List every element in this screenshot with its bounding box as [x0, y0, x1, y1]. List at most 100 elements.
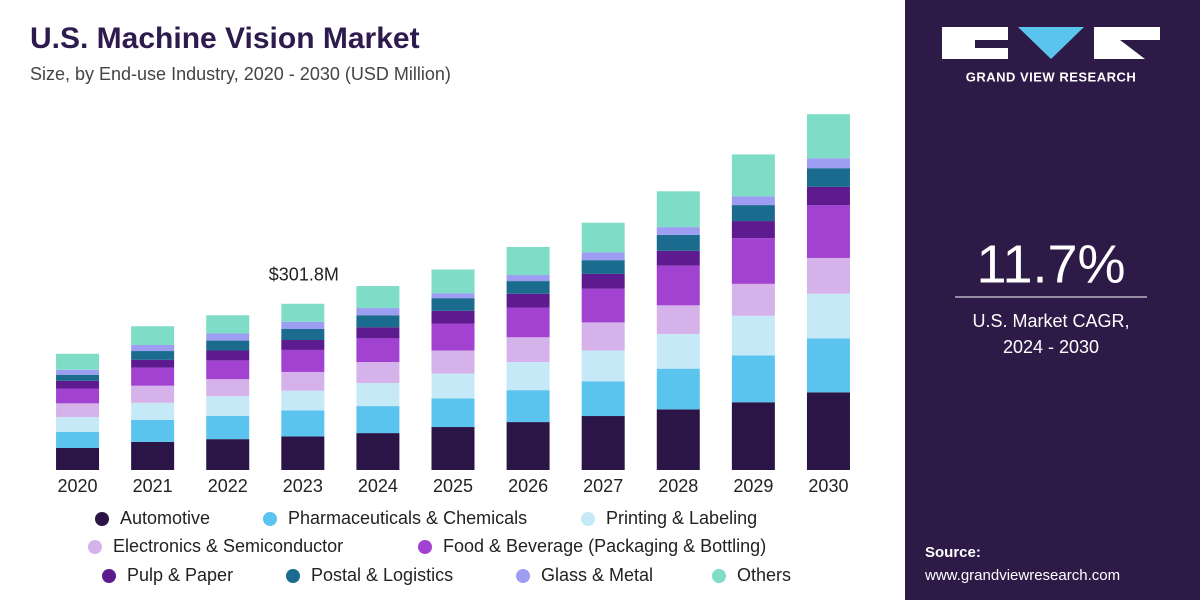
bar-segment [506, 246, 550, 276]
legend-label: Printing & Labeling [606, 508, 757, 528]
bar-segment [356, 382, 400, 407]
bar-segment [431, 373, 475, 399]
bar-segment [506, 390, 550, 423]
bar-segment [581, 252, 625, 261]
bar-segment [281, 371, 325, 391]
source-url: www.grandviewresearch.com [924, 567, 1120, 584]
bar-segment [581, 222, 625, 253]
bar-segment [56, 369, 100, 375]
x-tick-label: 2020 [58, 476, 98, 496]
bar-segment [206, 350, 250, 361]
legend-marker [88, 540, 102, 554]
bar-segment [506, 307, 550, 338]
bar-segment [131, 367, 175, 386]
legend-label: Glass & Metal [541, 565, 653, 585]
source-label: Source: [925, 544, 981, 561]
bar-segment [281, 329, 325, 341]
bar-segment [806, 168, 850, 187]
bar-segment [431, 427, 475, 470]
cagr-label: 2024 - 2030 [1003, 337, 1099, 357]
bar-segment [656, 409, 700, 470]
bar-segment [431, 398, 475, 428]
bar-segment [356, 338, 400, 363]
bar-segment [506, 275, 550, 282]
bar-segment [56, 353, 100, 370]
bar-segment [581, 273, 625, 289]
bar-segment [806, 186, 850, 206]
bar-segment [131, 351, 175, 360]
legend-marker [581, 512, 595, 526]
bar-segment [806, 205, 850, 258]
bar-segment [806, 257, 850, 294]
x-tick-label: 2026 [508, 476, 548, 496]
legend-marker [102, 569, 116, 583]
bar-segment [731, 283, 775, 316]
bar-segment [56, 374, 100, 381]
bar-segment [431, 310, 475, 324]
bar-segment [131, 359, 175, 368]
legend-label: Electronics & Semiconductor [113, 536, 343, 556]
bar-segment [356, 286, 400, 309]
bar-segment [281, 436, 325, 470]
chart-title: U.S. Machine Vision Market [30, 22, 420, 55]
legend-marker [516, 569, 530, 583]
bar-segment [731, 154, 775, 197]
bar-segment [281, 390, 325, 411]
x-tick-label: 2022 [208, 476, 248, 496]
x-tick-label: 2024 [358, 476, 398, 496]
legend-label: Automotive [120, 508, 210, 528]
logo-cut [975, 40, 1008, 48]
bar-segment [131, 326, 175, 345]
bar-segment [131, 419, 175, 442]
bar-segment [731, 402, 775, 470]
bar-segment [56, 431, 100, 448]
bar-segment [581, 260, 625, 274]
bar-segment [431, 323, 475, 351]
x-tick-label: 2025 [433, 476, 473, 496]
legend-label: Postal & Logistics [311, 565, 453, 585]
legend-label: Others [737, 565, 791, 585]
bar-segment [431, 298, 475, 311]
bar-segment [281, 340, 325, 350]
legend-label: Pharmaceuticals & Chemicals [288, 508, 527, 528]
bar-segment [731, 221, 775, 239]
bar-segment [56, 380, 100, 389]
bar-segment [731, 205, 775, 222]
bar-segment [281, 349, 325, 372]
bar-segment [581, 350, 625, 382]
logo [942, 27, 1160, 59]
bar-segment [731, 355, 775, 403]
logo-triangle [1018, 27, 1084, 59]
x-tick-label: 2029 [733, 476, 773, 496]
bar-segment [131, 385, 175, 403]
bar-segment [131, 402, 175, 420]
bar-segment [731, 315, 775, 356]
x-tick-label: 2021 [133, 476, 173, 496]
cagr-label: U.S. Market CAGR, [972, 311, 1129, 331]
bar-segment [581, 381, 625, 417]
bar-segment [281, 303, 325, 322]
bar-segment [206, 340, 250, 351]
bar-segment [581, 322, 625, 351]
legend-label: Food & Beverage (Packaging & Bottling) [443, 536, 766, 556]
bar-segment [656, 305, 700, 334]
bar-segment [131, 441, 175, 470]
bar-segment [431, 293, 475, 299]
legend-marker [418, 540, 432, 554]
bar-segment [656, 250, 700, 266]
bar-segment [131, 344, 175, 352]
bar-segment [281, 321, 325, 330]
bar-segment [356, 433, 400, 470]
bar-segment [656, 265, 700, 306]
bar-segment [56, 447, 100, 470]
legend-marker [95, 512, 109, 526]
bar-segment [806, 158, 850, 169]
brand: GRAND VIEW RESEARCH [966, 69, 1137, 84]
bar-segment [206, 416, 250, 440]
bar-segment [206, 315, 250, 334]
x-tick-label: 2023 [283, 476, 323, 496]
bar-segment [431, 269, 475, 294]
x-tick-label: 2028 [658, 476, 698, 496]
bar-segment [656, 227, 700, 235]
